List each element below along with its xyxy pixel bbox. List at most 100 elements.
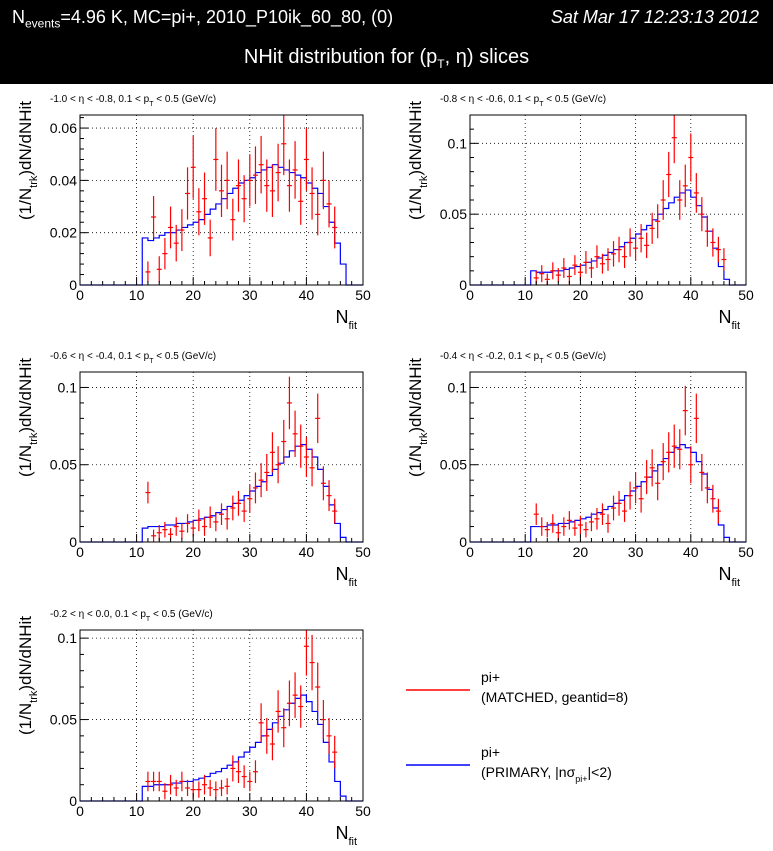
matched-point: [566, 511, 572, 530]
x-axis-label-main: N: [335, 823, 348, 843]
x-tick-label: 20: [573, 287, 589, 303]
x-tick-label: 20: [185, 544, 201, 560]
matched-point: [213, 512, 219, 532]
x-axis-label: Nfit: [335, 823, 357, 848]
plot-frame: [79, 629, 364, 802]
y-axis-label: (1/Ntrk)dN/dNHit: [406, 101, 430, 220]
matched-point: [230, 495, 236, 521]
y-axis-label: (1/Ntrk)dN/dNHit: [406, 358, 430, 477]
matched-point: [326, 717, 332, 754]
events-info-prefix: N: [12, 7, 25, 27]
matched-point: [320, 700, 326, 740]
x-tick-label: 10: [129, 544, 145, 560]
x-tick-label: 40: [683, 287, 699, 303]
panel-title-post: < 0.5 (GeV/c): [150, 609, 213, 620]
y-tick-label: 0.1: [448, 135, 468, 151]
matched-point: [655, 204, 661, 239]
y-axis-label-post: )dN/dNHit: [406, 358, 425, 433]
matched-point: [258, 703, 264, 743]
legend-entry: pi+ (MATCHED, geantid=8): [406, 669, 628, 705]
y-tick-label: 0: [459, 534, 467, 550]
matched-point: [693, 173, 699, 213]
panel-title-pre: -1.0 < η < -0.8, 0.1 < p: [50, 94, 150, 105]
y-axis-label-subscript: trk: [28, 432, 40, 445]
matched-point: [190, 520, 196, 536]
matched-point: [269, 727, 275, 761]
panel-title-subscript: T: [539, 358, 544, 365]
matched-point: [224, 778, 230, 795]
matched-point: [715, 498, 721, 524]
panel-title: -1.0 < η < -0.8, 0.1 < pT < 0.5 (GeV/c): [50, 94, 216, 108]
matched-point: [298, 685, 304, 728]
legend-label: pi+: [481, 669, 500, 685]
y-axis-label-post: )dN/dNHit: [16, 101, 35, 176]
matched-point: [269, 164, 275, 217]
matched-point: [264, 717, 270, 754]
x-axis-label-main: N: [335, 564, 348, 584]
plot-panel-5: -0.2 < η < 0.0, 0.1 < pT < 0.5 (GeV/c) 0 1…: [16, 609, 371, 848]
matched-point: [162, 783, 168, 800]
matched-point: [666, 432, 672, 473]
matched-point: [688, 446, 694, 484]
matched-point: [583, 251, 589, 274]
x-tick-label: 10: [129, 803, 145, 819]
matched-point: [303, 128, 309, 191]
x-tick-label: 10: [517, 287, 533, 303]
matched-point: [309, 167, 315, 220]
matched-point: [688, 133, 694, 182]
matched-point: [258, 463, 264, 498]
matched-point: [303, 630, 309, 676]
matched-point: [151, 196, 157, 238]
matched-point: [145, 261, 151, 283]
matched-point: [638, 224, 644, 253]
legend-label: pi+: [481, 744, 500, 760]
plot-frame: [469, 371, 747, 543]
matched-point: [173, 224, 179, 262]
x-tick-label: 0: [466, 287, 474, 303]
matched-point: [292, 141, 298, 199]
matched-point: [594, 245, 600, 268]
x-tick-label: 40: [299, 803, 315, 819]
matched-point: [693, 393, 699, 444]
x-tick-label: 50: [738, 287, 754, 303]
matched-point: [605, 514, 611, 533]
matched-point: [179, 523, 185, 539]
x-axis-label-main: N: [718, 307, 731, 327]
matched-point: [682, 385, 688, 436]
x-axis-label-subscript: fit: [731, 577, 740, 589]
x-tick-label: 0: [76, 544, 84, 560]
matched-point: [309, 449, 315, 487]
matched-point: [202, 517, 208, 536]
x-tick-label: 40: [299, 287, 315, 303]
matched-point: [196, 781, 202, 798]
panel-title-pre: -0.4 < η < -0.2, 0.1 < p: [440, 351, 540, 362]
matched-point: [627, 481, 633, 510]
matched-point: [561, 517, 567, 536]
matched-point: [550, 514, 556, 533]
x-axis-label-subscript: fit: [348, 836, 357, 848]
matched-point: [179, 771, 185, 792]
matched-point: [247, 154, 253, 207]
x-axis-label-subscript: fit: [731, 320, 740, 332]
panel-title-subscript: T: [149, 101, 154, 108]
matched-point: [332, 735, 338, 769]
panel-title-pre: -0.2 < η < 0.0, 0.1 < p: [50, 609, 146, 620]
matched-point: [660, 180, 666, 220]
y-axis-label-subscript: trk: [418, 175, 430, 188]
matched-point: [611, 241, 617, 267]
legend-description: (PRIMARY, |nσpi+|<2): [481, 764, 612, 784]
x-tick-label: 0: [76, 287, 84, 303]
matched-point: [151, 771, 157, 792]
legend: pi+ (MATCHED, geantid=8) pi+ (PRIMARY, |nσp…: [406, 669, 628, 784]
matched-point: [230, 755, 236, 782]
matched-point: [235, 159, 241, 212]
matched-point: [292, 410, 298, 457]
matched-point: [555, 268, 561, 283]
panel-title: -0.4 < η < -0.2, 0.1 < pT < 0.5 (GeV/c): [440, 351, 606, 365]
canvas-header: Nevents=4.96 K, MC=pi+, 2010_P10ik_60_80…: [0, 0, 773, 84]
x-tick-label: 50: [355, 803, 371, 819]
matched-point: [286, 680, 292, 727]
matched-point: [599, 503, 605, 525]
legend-description-pre: (MATCHED, geantid=8): [481, 689, 628, 705]
matched-point: [235, 491, 241, 516]
